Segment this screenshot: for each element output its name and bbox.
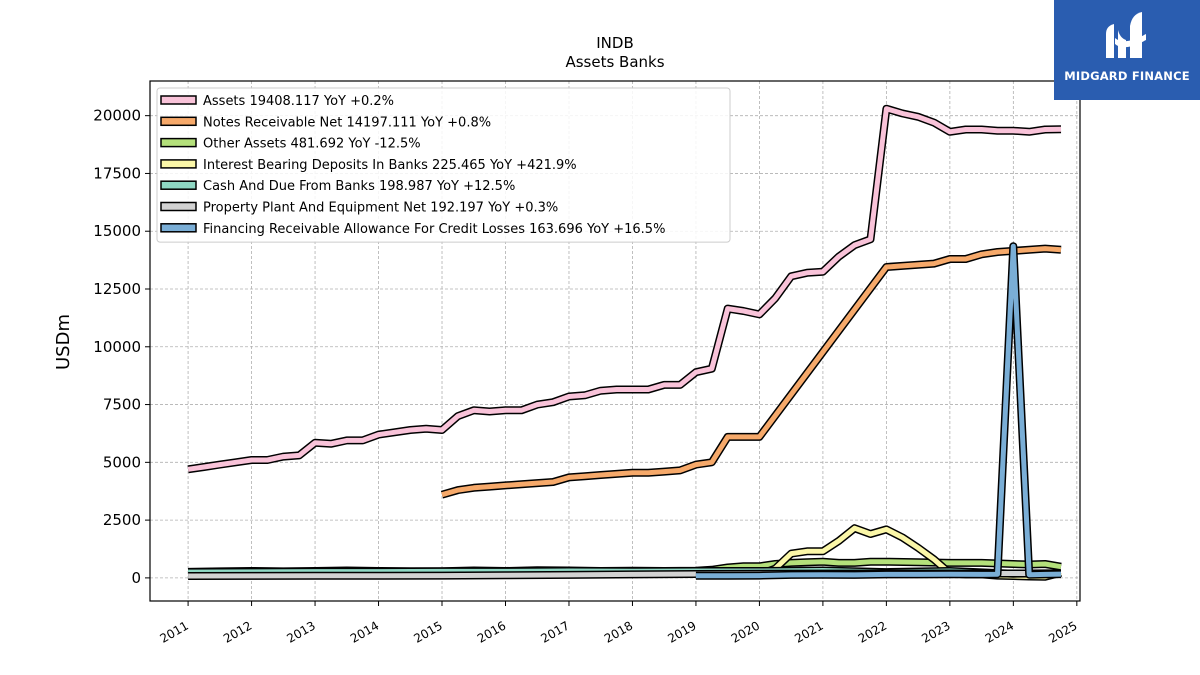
y-axis-ticks: 0 2500 5000 7500 10000 12500 15000 17500 20000 xyxy=(93,107,150,587)
plot-area-frame xyxy=(149,80,1081,602)
x-tick-label: 2016 xyxy=(475,618,508,645)
legend-label: Financing Receivable Allowance For Credi… xyxy=(203,222,665,237)
series-line-1 xyxy=(187,106,1062,472)
x-tick-label: 2021 xyxy=(792,618,825,645)
x-tick-label: 2023 xyxy=(919,618,952,645)
x-tick-label: 2024 xyxy=(983,618,1016,645)
y-tick-label: 17500 xyxy=(93,164,141,182)
legend-label: Other Assets 481.692 YoY -12.5% xyxy=(203,137,421,152)
legend-swatch xyxy=(160,116,197,127)
chart-title: INDB xyxy=(596,34,634,52)
y-tick-label: 15000 xyxy=(93,222,141,240)
y-tick-label: 7500 xyxy=(103,396,141,414)
x-tick-label: 2018 xyxy=(602,618,635,645)
y-tick-label: 12500 xyxy=(93,280,141,298)
legend-label: Notes Receivable Net 14197.111 YoY +0.8% xyxy=(203,115,491,130)
y-tick-label: 5000 xyxy=(103,453,141,471)
series-lines xyxy=(187,104,1062,581)
logo-mark-icon xyxy=(1106,12,1146,58)
x-tick-label: 2020 xyxy=(729,618,762,645)
series-line-2 xyxy=(441,246,1062,498)
x-tick-label: 2011 xyxy=(157,618,190,645)
legend-label: Interest Bearing Deposits In Banks 225.4… xyxy=(203,158,577,173)
legend-label: Cash And Due From Banks 198.987 YoY +12.… xyxy=(203,179,515,194)
x-tick-label: 2025 xyxy=(1046,618,1079,645)
y-axis-label: USDm xyxy=(53,314,74,370)
x-tick-label: 2022 xyxy=(856,618,889,645)
y-tick-label: 20000 xyxy=(93,107,141,125)
series-line-7 xyxy=(695,243,1062,579)
x-tick-label: 2017 xyxy=(538,618,571,645)
legend-box xyxy=(156,87,731,243)
x-tick-label: 2015 xyxy=(411,618,444,645)
x-tick-label: 2012 xyxy=(221,618,254,645)
y-tick-label: 0 xyxy=(131,569,141,587)
chart-subtitle: Assets Banks xyxy=(565,53,664,71)
series-outline-2 xyxy=(440,244,1062,499)
legend-swatch xyxy=(160,95,197,105)
legend-swatch xyxy=(160,223,197,233)
x-axis-ticks: 2011 2012 2013 2014 2015 2016 2017 2018 2019 2020… xyxy=(157,601,1080,646)
legend-swatch xyxy=(160,180,197,190)
y-tick-label: 10000 xyxy=(93,338,141,356)
x-tick-label: 2013 xyxy=(284,618,317,645)
legend-swatch xyxy=(160,137,197,148)
legend: Assets 19408.117 YoY +0.2% Notes Receivab… xyxy=(156,87,731,243)
logo-text: MIDGARD FINANCE xyxy=(1064,69,1190,83)
legend-label: Property Plant And Equipment Net 192.197… xyxy=(203,201,558,216)
legend-swatch xyxy=(160,201,197,212)
y-tick-label: 2500 xyxy=(103,511,141,529)
midgard-finance-logo: MIDGARD FINANCE xyxy=(1054,0,1200,100)
x-tick-label: 2014 xyxy=(348,618,381,645)
legend-label: Assets 19408.117 YoY +0.2% xyxy=(203,94,394,109)
legend-swatch xyxy=(160,159,197,169)
x-tick-label: 2019 xyxy=(665,618,698,645)
